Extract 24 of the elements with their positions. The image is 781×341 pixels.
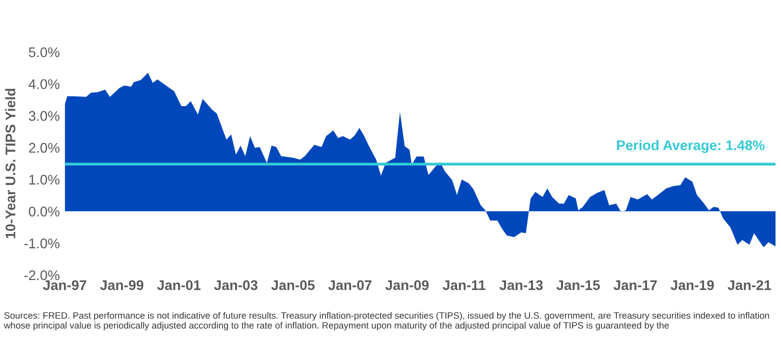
source-note: Sources: FRED. Past performance is not indicative of future results. Treasury inflation-protected securities (TIPS), issued by the U.S. government, are Treasury securities indexed to inflation whose principal value is periodically adjusted according to the rate of inflation. Repayment upon maturity of the adjusted principal value of TIPS is guaranteed by the	[4, 312, 770, 330]
y-tick-label: -2.0%	[24, 270, 60, 280]
y-tick-label: 3.0%	[28, 111, 60, 121]
x-tick-label: Jan-03	[214, 280, 258, 290]
y-tick-label: 2.0%	[29, 142, 60, 153]
x-tick-label: Jan-09	[385, 280, 429, 290]
x-tick-label: Jan-15	[556, 280, 600, 290]
x-tick-label: Jan-07	[328, 280, 372, 290]
y-tick-label: 5.0%	[28, 47, 60, 58]
x-tick-label: Jan-97	[43, 280, 86, 290]
y-tick-label: 1.0%	[29, 174, 60, 185]
x-tick-label: Jan-17	[614, 280, 657, 290]
x-tick-label: Jan-21	[728, 280, 772, 290]
y-tick-label: 4.0%	[28, 79, 60, 90]
y-tick-label: 0.0%	[28, 206, 60, 216]
y-tick-label: -1.0%	[24, 238, 60, 248]
x-tick-label: Jan-99	[100, 280, 144, 290]
x-tick-label: Jan-01	[157, 280, 201, 290]
x-tick-label: Jan-05	[271, 280, 315, 290]
y-axis-title: 10-Year U.S. TIPS Yield	[5, 88, 16, 238]
ref-line-label: Period Average: 1.48%	[617, 140, 765, 153]
x-tick-label: Jan-13	[499, 280, 543, 290]
x-tick-label: Jan-19	[670, 280, 714, 290]
x-tick-label: Jan-11	[442, 280, 486, 290]
